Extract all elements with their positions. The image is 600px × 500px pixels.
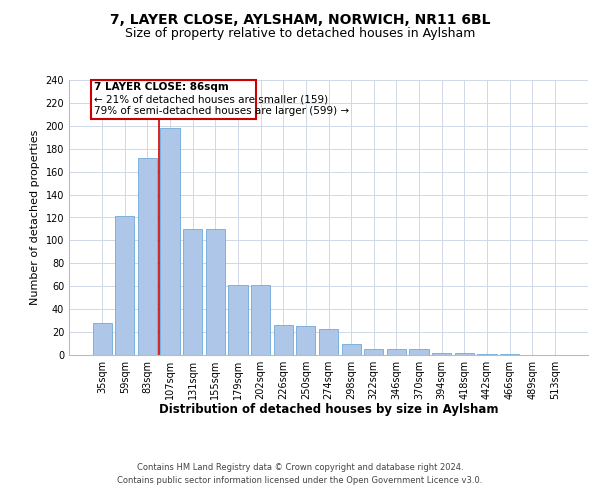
FancyBboxPatch shape — [91, 80, 256, 119]
Bar — [206, 229, 225, 355]
Text: Contains public sector information licensed under the Open Government Licence v3: Contains public sector information licen… — [118, 476, 482, 485]
Text: 7, LAYER CLOSE, AYLSHAM, NORWICH, NR11 6BL: 7, LAYER CLOSE, AYLSHAM, NORWICH, NR11 6… — [110, 12, 490, 26]
Bar — [160, 128, 180, 355]
Bar — [319, 328, 338, 355]
Bar — [477, 354, 497, 355]
Bar — [229, 285, 248, 355]
Bar — [409, 350, 428, 355]
Text: Size of property relative to detached houses in Aylsham: Size of property relative to detached ho… — [125, 28, 475, 40]
Bar — [341, 344, 361, 355]
Bar — [92, 323, 112, 355]
Bar — [364, 350, 383, 355]
Bar — [500, 354, 519, 355]
Text: 79% of semi-detached houses are larger (599) →: 79% of semi-detached houses are larger (… — [94, 106, 349, 117]
Bar — [274, 325, 293, 355]
Text: Contains HM Land Registry data © Crown copyright and database right 2024.: Contains HM Land Registry data © Crown c… — [137, 462, 463, 471]
Bar — [432, 352, 451, 355]
Y-axis label: Number of detached properties: Number of detached properties — [30, 130, 40, 305]
Bar — [138, 158, 157, 355]
Text: 7 LAYER CLOSE: 86sqm: 7 LAYER CLOSE: 86sqm — [94, 82, 229, 92]
Bar — [455, 352, 474, 355]
Bar — [251, 285, 270, 355]
Bar — [387, 350, 406, 355]
Bar — [183, 229, 202, 355]
Bar — [115, 216, 134, 355]
Text: Distribution of detached houses by size in Aylsham: Distribution of detached houses by size … — [159, 402, 499, 415]
Text: ← 21% of detached houses are smaller (159): ← 21% of detached houses are smaller (15… — [94, 94, 328, 104]
Bar — [296, 326, 316, 355]
